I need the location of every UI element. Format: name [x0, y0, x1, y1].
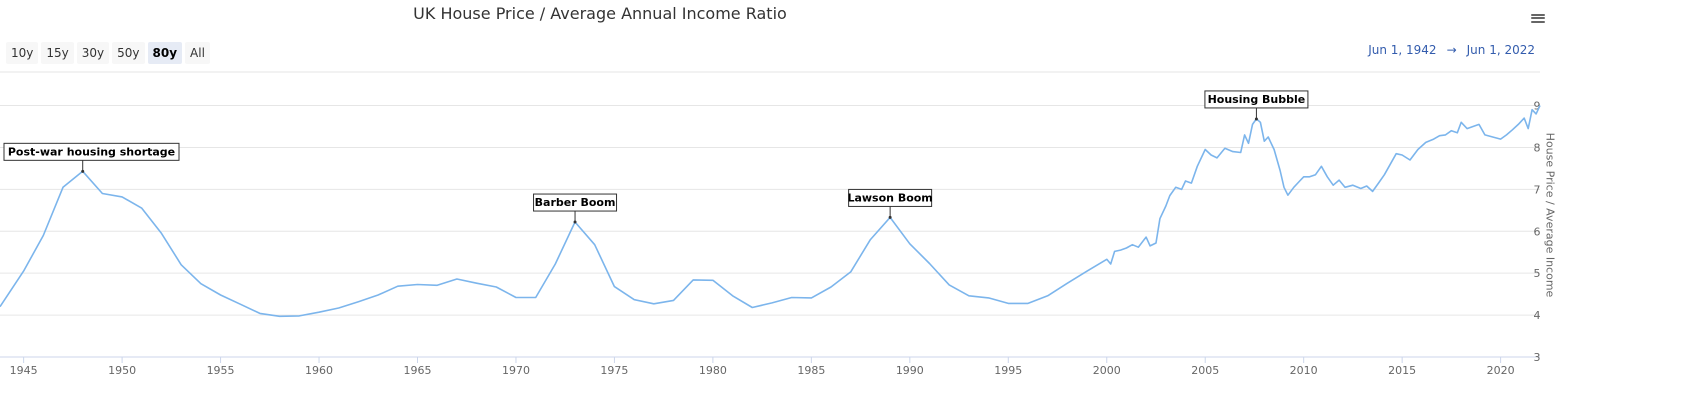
x-tick-label: 1985	[797, 364, 825, 377]
x-tick-label: 1975	[600, 364, 628, 377]
y-tick-label: 4	[1534, 309, 1541, 322]
x-tick-label: 1965	[403, 364, 431, 377]
x-tick-label: 2000	[1093, 364, 1121, 377]
x-tick-label: 1950	[108, 364, 136, 377]
x-tick-label: 1980	[699, 364, 727, 377]
grid-lines	[0, 71, 1540, 316]
annotation-2: Lawson Boom	[847, 188, 933, 219]
x-tick-label: 2015	[1388, 364, 1416, 377]
annotations-group: Post-war housing shortage Barber Boom Laws…	[3, 90, 1309, 224]
zoom-10y-button[interactable]: 10y	[6, 42, 39, 64]
annotation-box	[848, 188, 933, 207]
annotation-0: Post-war housing shortage	[3, 142, 180, 173]
x-tick-label: 1955	[207, 364, 235, 377]
y-tick-label: 3	[1534, 351, 1541, 364]
zoom-all-button[interactable]: All	[185, 42, 210, 64]
x-tick-label: 1995	[994, 364, 1022, 377]
annotation-box	[1204, 90, 1309, 109]
y-tick-label: 5	[1534, 267, 1541, 280]
series-line-group	[0, 105, 1541, 318]
annotation-box	[533, 193, 618, 212]
y-axis: 3 4 5 6 7 8 9	[1534, 100, 1541, 364]
annotation-1: Barber Boom	[533, 193, 618, 224]
x-tick-label: 2005	[1191, 364, 1219, 377]
x-tick-label: 1960	[305, 364, 333, 377]
series-line-0	[0, 105, 1541, 318]
annotation-label: Post-war housing shortage	[8, 145, 175, 158]
y-tick-label: 8	[1534, 141, 1541, 154]
annotation-point	[573, 220, 577, 224]
range-from-input[interactable]: Jun 1, 1942	[1368, 43, 1437, 57]
x-tick-label: 1990	[896, 364, 924, 377]
chart-title: UK House Price / Average Annual Income R…	[413, 4, 787, 23]
x-tick-label: 2020	[1487, 364, 1515, 377]
annotation-label: Housing Bubble	[1208, 93, 1306, 106]
range-selector: 10y 15y 30y 50y 80y All	[6, 42, 210, 64]
annotation-point	[1254, 117, 1258, 121]
zoom-15y-button[interactable]: 15y	[41, 42, 74, 64]
range-to-input[interactable]: Jun 1, 2022	[1466, 43, 1535, 57]
annotation-label: Barber Boom	[535, 196, 616, 209]
y-tick-label: 9	[1534, 100, 1541, 113]
y-tick-label: 7	[1534, 183, 1541, 196]
zoom-80y-button[interactable]: 80y	[147, 42, 183, 64]
zoom-30y-button[interactable]: 30y	[76, 42, 110, 64]
x-tick-label: 1970	[502, 364, 530, 377]
range-arrow: →	[1446, 43, 1457, 57]
hamburger-menu-icon[interactable]	[1531, 12, 1545, 26]
y-tick-label: 6	[1534, 225, 1541, 238]
annotation-label: Lawson Boom	[847, 191, 932, 204]
x-tick-label: 2010	[1290, 364, 1318, 377]
x-axis: 1945 1950 1955 1960 1965 1970 1975 1980 1985 1990…	[0, 356, 1540, 377]
annotation-point	[888, 215, 892, 219]
annotation-point	[81, 169, 85, 173]
annotation-3: Housing Bubble	[1204, 90, 1309, 121]
x-tick-label: 1945	[10, 364, 38, 377]
zoom-50y-button[interactable]: 50y	[112, 42, 145, 64]
annotation-box	[3, 142, 180, 161]
y-axis-title: House Price / Average Income	[1543, 132, 1557, 298]
date-range-display: Jun 1, 1942 → Jun 1, 2022	[1368, 43, 1535, 57]
